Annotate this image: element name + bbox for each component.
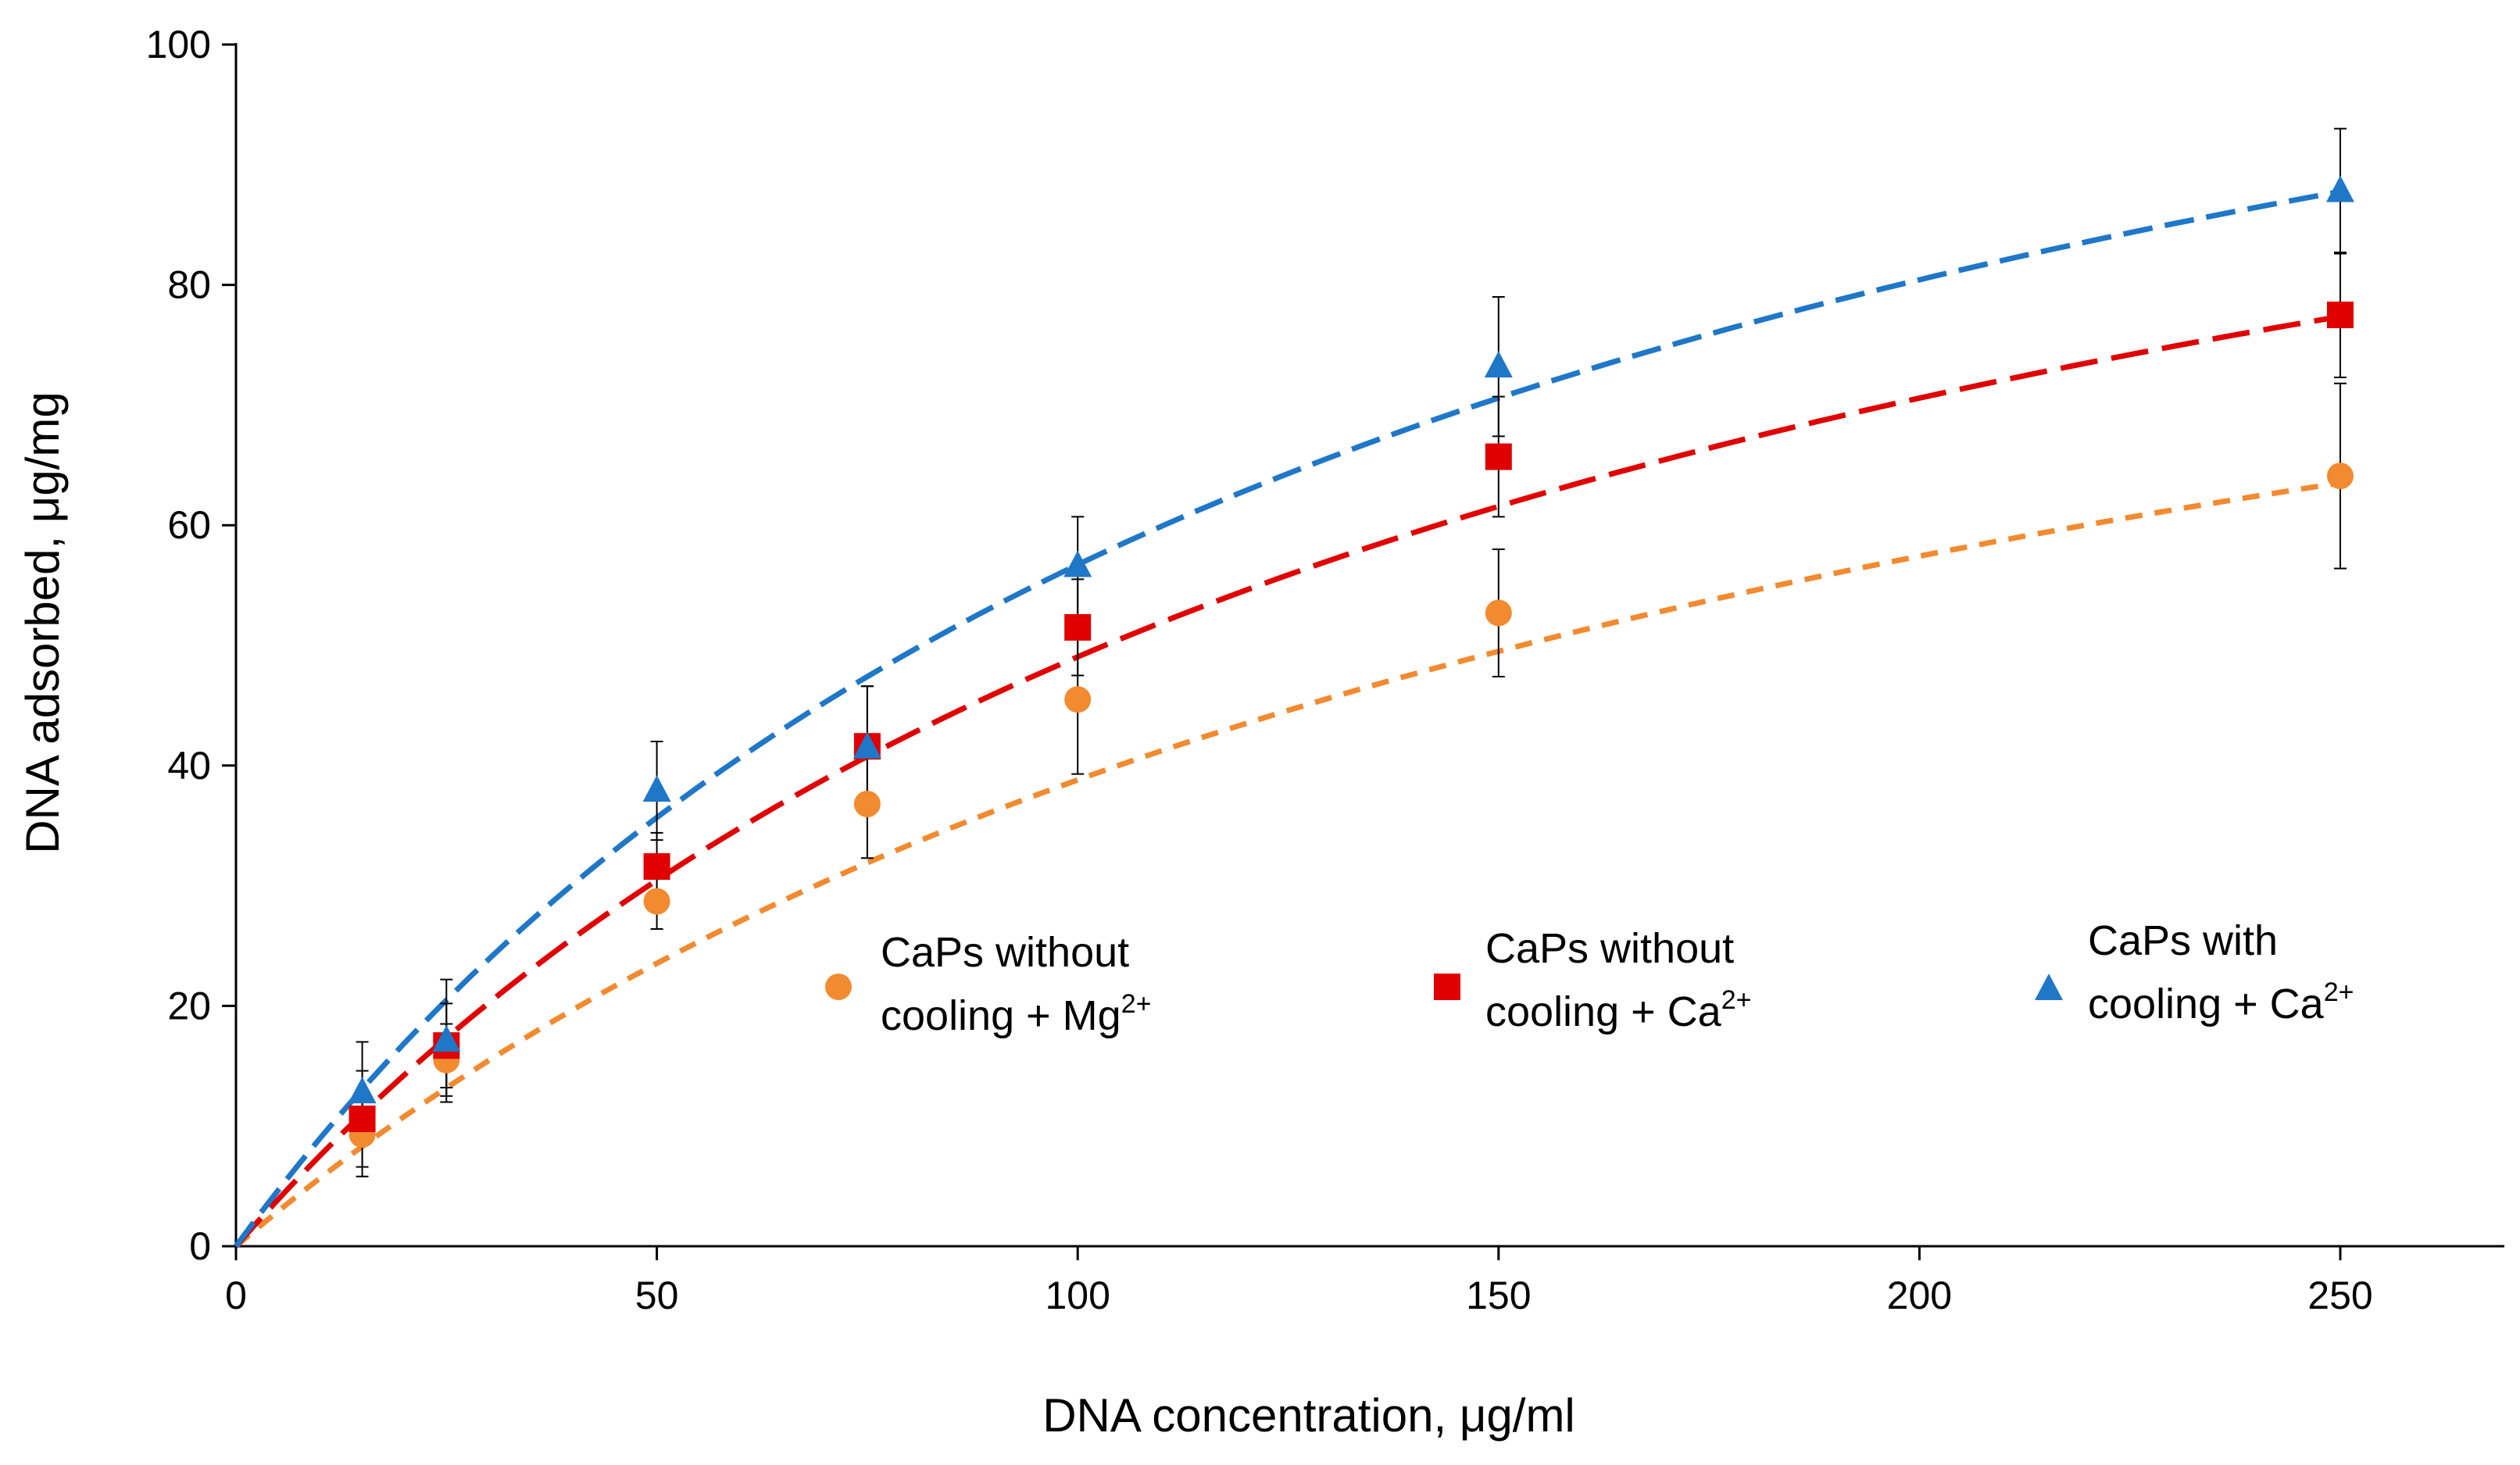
data-point-triangle [853,731,881,759]
legend-marker-circle [825,974,852,1000]
data-point-triangle [642,775,671,802]
y-tick-label: 0 [189,1224,211,1268]
x-tick-label: 50 [635,1274,679,1317]
data-point-triangle [1484,351,1513,378]
data-point-circle [1485,599,1512,627]
data-point-square [2327,302,2354,329]
data-point-circle [853,791,881,818]
data-point-circle [1064,686,1092,713]
data-markers [348,175,2354,1148]
data-point-square [1064,613,1092,641]
legend-label-line1: CaPs without [881,929,1129,976]
legend-label-line2: cooling + Ca2+ [1485,985,1751,1035]
x-tick-label: 200 [1887,1274,1952,1317]
fit-curve-2 [234,188,2341,1249]
data-point-square [643,852,670,880]
legend-marker-triangle [2035,974,2063,1000]
x-tick-label: 100 [1045,1274,1110,1317]
legend-superscript: 2+ [1121,989,1152,1019]
fit-curve-0 [234,480,2341,1249]
y-axis-title: DNA adsorbed, μg/mg [16,391,69,854]
y-tick-label: 60 [167,503,211,547]
x-tick-label: 150 [1466,1274,1531,1317]
legend-label-line2: cooling + Ca2+ [2088,977,2354,1027]
data-point-triangle [2326,175,2354,202]
data-point-triangle [1063,550,1092,577]
data-point-square [349,1105,376,1132]
legend-label-line1: CaPs with [2088,917,2278,964]
fit-curves [234,188,2341,1249]
data-point-circle [643,888,670,915]
legend: CaPs without cooling + Mg2+ CaPs without co… [825,917,2354,1039]
data-point-triangle [432,1025,461,1052]
x-tick-label: 0 [225,1274,247,1317]
data-point-circle [2327,463,2354,490]
legend-marker-square [1434,974,1460,1000]
y-tick-label: 40 [167,744,211,788]
legend-label-line1: CaPs without [1485,925,1734,972]
legend-superscript: 2+ [1721,985,1752,1015]
legend-superscript: 2+ [2324,977,2354,1007]
y-tick-label: 100 [146,23,211,66]
data-point-square [1485,443,1512,470]
ticks: 0 20 40 60 80 100 0 50 100 150 200 250 [146,23,2373,1317]
axes [234,43,2504,1248]
fit-curve-1 [234,313,2341,1249]
data-point-triangle [348,1077,377,1104]
y-tick-label: 80 [167,263,211,307]
error-bars [356,127,2347,1177]
x-axis-title: DNA concentration, μg/ml [1042,1389,1575,1442]
legend-label-line2: cooling + Mg2+ [881,989,1151,1039]
y-tick-label: 20 [167,984,211,1027]
x-tick-label: 250 [2307,1274,2372,1317]
